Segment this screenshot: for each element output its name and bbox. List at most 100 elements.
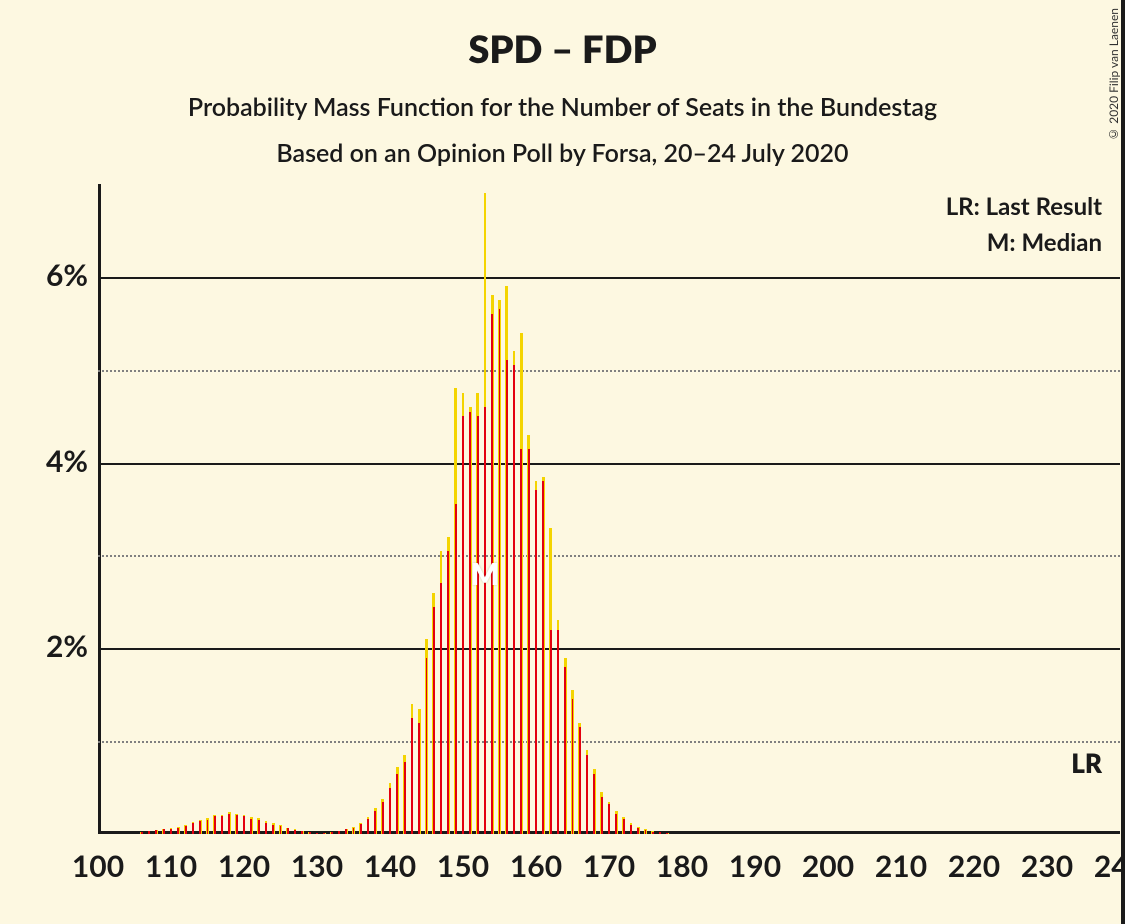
bar-front: [228, 814, 230, 834]
bar-front: [593, 774, 595, 834]
xtick-label: 180: [656, 834, 708, 884]
bar-front: [309, 832, 311, 834]
ytick-label: 4%: [46, 443, 98, 479]
gridline-major: [98, 277, 1120, 279]
bar-front: [535, 490, 537, 834]
bar-front: [645, 830, 647, 834]
bar-front: [615, 814, 617, 834]
bar-front: [469, 412, 471, 835]
gridline-major: [98, 463, 1120, 465]
xtick-label: 120: [218, 834, 270, 884]
bar-front: [601, 797, 603, 834]
bar-front: [155, 830, 157, 834]
bar-front: [586, 755, 588, 834]
xtick-label: 200: [802, 834, 854, 884]
xtick-label: 230: [1021, 834, 1073, 884]
bar-front: [185, 826, 187, 834]
chart-title: SPD – FDP: [0, 26, 1125, 72]
bar-front: [572, 699, 574, 834]
bar-front: [426, 658, 428, 834]
bar-front: [338, 831, 340, 834]
bar-front: [221, 816, 223, 834]
bar-front: [506, 360, 508, 834]
bar-front: [280, 826, 282, 834]
bar-front: [637, 828, 639, 835]
bar-front: [316, 833, 318, 834]
chart-subtitle-1: Probability Mass Function for the Number…: [0, 92, 1125, 122]
bar-front: [236, 815, 238, 834]
bar-front: [331, 832, 333, 834]
bar-front: [542, 481, 544, 834]
bar-front: [265, 823, 267, 834]
bar-front: [367, 819, 369, 834]
bar-front: [455, 504, 457, 834]
gridline-major: [98, 648, 1120, 650]
bar-front: [666, 833, 668, 834]
lr-marker: LR: [1071, 747, 1102, 779]
xtick-label: 160: [510, 834, 562, 884]
bar-front: [520, 449, 522, 834]
bar-front: [418, 723, 420, 834]
bar-front: [323, 833, 325, 834]
bar-front: [345, 829, 347, 834]
y-axis-line: [98, 184, 101, 834]
bar-front: [440, 583, 442, 834]
xtick-label: 210: [875, 834, 927, 884]
xtick-label: 130: [291, 834, 343, 884]
bar-front: [462, 416, 464, 834]
bar-front: [389, 788, 391, 834]
bar-front: [557, 630, 559, 834]
bar-front: [528, 449, 530, 834]
bar-front: [550, 630, 552, 834]
bar-front: [484, 407, 486, 834]
bar-front: [433, 607, 435, 835]
median-marker: M: [470, 556, 499, 592]
bar-front: [207, 820, 209, 834]
xtick-label: 190: [729, 834, 781, 884]
bar-front: [630, 825, 632, 834]
gridline-minor: [98, 370, 1120, 372]
bar-front: [170, 829, 172, 834]
plot-area: 2%4%6%1001101201301401501601701801902002…: [98, 184, 1120, 834]
bar-front: [243, 816, 245, 834]
bar-front: [141, 832, 143, 834]
bar-front: [608, 804, 610, 834]
bar-front: [447, 551, 449, 834]
xtick-label: 150: [437, 834, 489, 884]
bar-front: [294, 830, 296, 834]
bar-front: [564, 667, 566, 834]
bar-front: [250, 819, 252, 834]
bar-front: [404, 762, 406, 834]
xtick-label: 100: [72, 834, 124, 884]
bar-front: [148, 831, 150, 834]
bar-front: [396, 774, 398, 834]
bar-front: [177, 828, 179, 835]
bar-front: [579, 727, 581, 834]
bar-front: [163, 829, 165, 834]
xtick-label: 140: [364, 834, 416, 884]
ytick-label: 2%: [46, 628, 98, 664]
bar-front: [258, 820, 260, 834]
bar-front: [214, 816, 216, 834]
bar-front: [353, 828, 355, 835]
bar-front: [287, 828, 289, 834]
ytick-label: 6%: [46, 257, 98, 293]
xtick-label: 110: [145, 834, 197, 884]
gridline-minor: [98, 741, 1120, 743]
bar-front: [411, 718, 413, 834]
bar-front: [272, 825, 274, 834]
chart-subtitle-2: Based on an Opinion Poll by Forsa, 20–24…: [0, 138, 1125, 168]
bar-front: [652, 832, 654, 834]
bar-front: [360, 824, 362, 834]
bar-front: [477, 416, 479, 834]
copyright-label: © 2020 Filip van Laenen: [1106, 8, 1121, 142]
legend-lr: LR: Last Result: [946, 192, 1102, 221]
bar-front: [192, 823, 194, 834]
bar-front: [382, 802, 384, 835]
bar-front: [513, 365, 515, 834]
bar-front: [659, 832, 661, 834]
bar-front: [301, 831, 303, 834]
bar-front: [199, 821, 201, 834]
xtick-label: 170: [583, 834, 635, 884]
bar-front: [374, 811, 376, 834]
